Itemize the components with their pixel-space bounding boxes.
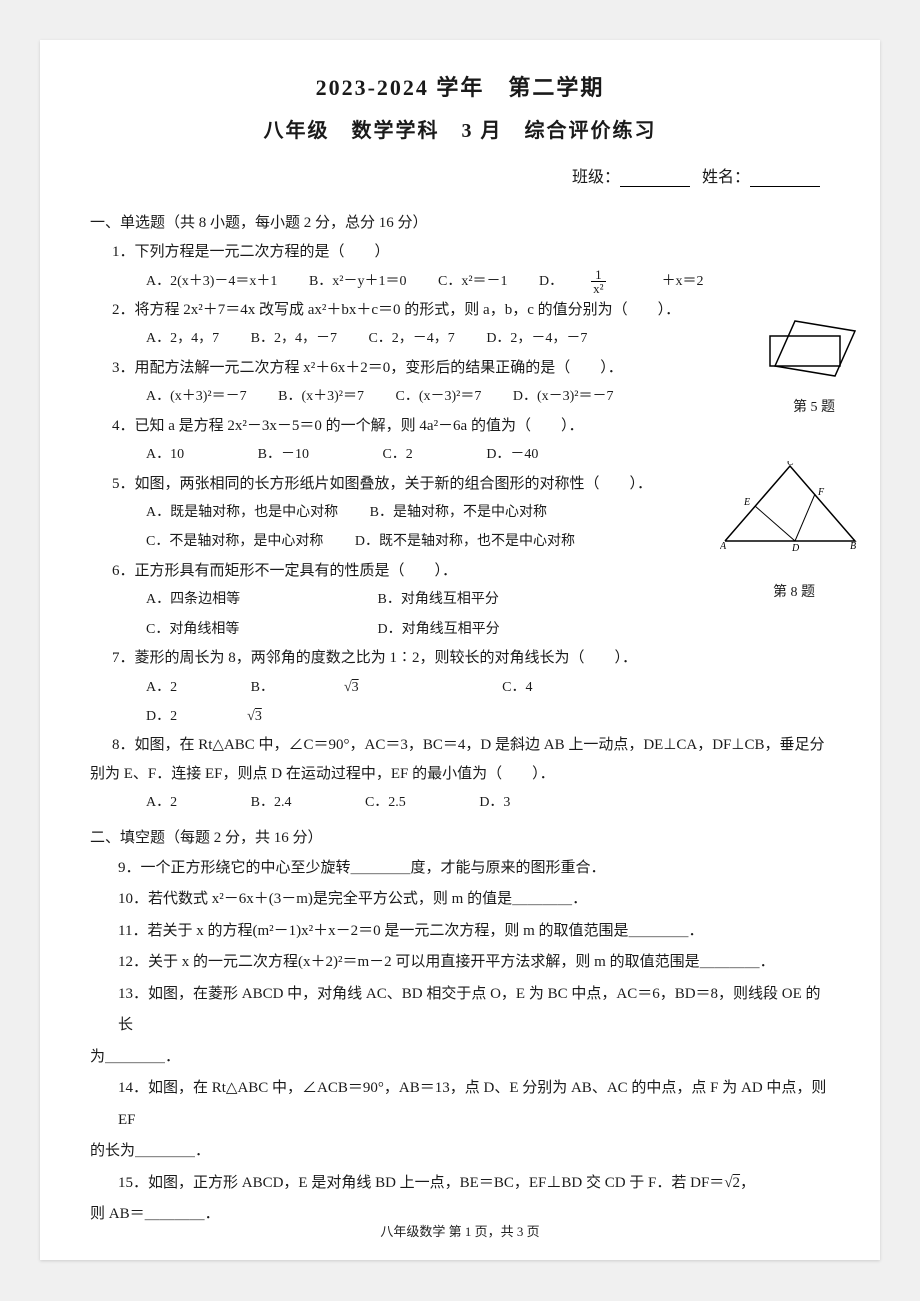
q8-text-2: 别为 E、F．连接 EF，则点 D 在运动过程中，EF 的最小值为（ ）． [90, 760, 830, 789]
q8-text-1: 8．如图，在 Rt△ABC 中，∠C＝90°，AC＝3，BC＝4，D 是斜边 A… [118, 731, 830, 760]
q14-2: 的长为＿＿＿＿． [90, 1136, 830, 1168]
name-label: 姓名： [702, 169, 750, 186]
q5-optB: B．是轴对称，不是中心对称 [370, 505, 547, 520]
q7-optA: A．2 [146, 680, 177, 695]
svg-text:E: E [743, 497, 750, 508]
q3-options: A．(x＋3)²＝－7 B．(x＋3)²＝7 C．(x－3)²＝7 D．(x－3… [146, 382, 830, 411]
q2-text: 2．将方程 2x²＋7＝4x 改写成 ax²＋bx＋c＝0 的形式，则 a，b，… [118, 296, 830, 325]
figure-q8: A B C D E F [720, 461, 860, 551]
q1-optD: D．1x²＋x＝2 [539, 274, 732, 289]
name-blank [750, 171, 820, 187]
content-area: 第 5 题 A B C D E F 第 8 题 一、单选题（共 8 小题，每小题… [90, 211, 830, 1231]
q3-optB: B．(x＋3)²＝7 [278, 389, 364, 404]
q6-optA: A．四条边相等 [146, 585, 346, 614]
q9: 9．一个正方形绕它的中心至少旋转＿＿＿＿度，才能与原来的图形重合． [118, 853, 830, 885]
q4-optC: C．2 [382, 447, 412, 462]
q13-1: 13．如图，在菱形 ABCD 中，对角线 AC、BD 相交于点 O，E 为 BC… [118, 979, 830, 1042]
q3-text: 3．用配方法解一元二次方程 x²＋6x＋2＝0，变形后的结果正确的是（ ）． [118, 354, 830, 383]
q15-1: 15．如图，正方形 ABCD，E 是对角线 BD 上一点，BE＝BC，EF⊥BD… [118, 1168, 830, 1200]
q1-optC: C．x²＝－1 [438, 274, 508, 289]
q3-optD: D．(x－3)²＝－7 [513, 389, 614, 404]
q2-options: A．2，4，7 B．2，4，－7 C．2，－4，7 D．2，－4，－7 [146, 324, 830, 353]
figure-q5 [760, 316, 860, 386]
q6-optD: D．对角线互相平分 [378, 622, 500, 637]
q1-options: A．2(x＋3)－4＝x＋1 B．x²－y＋1＝0 C．x²＝－1 D．1x²＋… [146, 267, 830, 296]
q7-optD: D．2√3 [146, 709, 332, 724]
q7-optB: B．√3 [251, 680, 429, 695]
q3-optC: C．(x－3)²＝7 [396, 389, 482, 404]
q6-optC: C．对角线相等 [146, 615, 346, 644]
page-footer: 八年级数学 第 1 页，共 3 页 [40, 1221, 880, 1240]
q7-options: A．2 B．√3 C．4 D．2√3 [146, 673, 830, 732]
class-blank [620, 171, 690, 187]
svg-text:A: A [720, 541, 727, 551]
figure-q8-label: 第 8 题 [773, 581, 815, 601]
q4-optB: B．－10 [258, 447, 309, 462]
svg-text:F: F [817, 487, 825, 498]
q10: 10．若代数式 x²－6x＋(3－m)是完全平方公式，则 m 的值是＿＿＿＿． [118, 884, 830, 916]
title-main: 2023-2024 学年 第二学期 [90, 70, 830, 102]
q5-optA: A．既是轴对称，也是中心对称 [146, 505, 338, 520]
q1-optB: B．x²－y＋1＝0 [309, 274, 407, 289]
title-sub: 八年级 数学学科 3 月 综合评价练习 [90, 114, 830, 143]
section2-header: 二、填空题（每题 2 分，共 16 分） [90, 826, 830, 847]
q8-optC: C．2.5 [365, 795, 406, 810]
q1-text: 1．下列方程是一元二次方程的是（ ） [118, 238, 830, 267]
q2-optC: C．2，－4，7 [368, 331, 454, 346]
q5-optC: C．不是轴对称，是中心对称 [146, 534, 323, 549]
q8-optA: A．2 [146, 795, 177, 810]
q14-1: 14．如图，在 Rt△ABC 中，∠ACB＝90°，AB＝13，点 D、E 分别… [118, 1073, 830, 1136]
q5-optD: D．既不是轴对称，也不是中心对称 [355, 534, 575, 549]
q7-optC: C．4 [502, 680, 532, 695]
q2-optB: B．2，4，－7 [251, 331, 337, 346]
q6-optB: B．对角线互相平分 [378, 592, 499, 607]
q4-optD: D．－40 [486, 447, 538, 462]
figure-q5-label: 第 5 题 [793, 396, 835, 416]
q12: 12．关于 x 的一元二次方程(x＋2)²＝m－2 可以用直接开平方法求解，则 … [118, 947, 830, 979]
q3-optA: A．(x＋3)²＝－7 [146, 389, 247, 404]
q8-optB: B．2.4 [251, 795, 292, 810]
q2-optA: A．2，4，7 [146, 331, 219, 346]
exam-page: 2023-2024 学年 第二学期 八年级 数学学科 3 月 综合评价练习 班级… [40, 40, 880, 1260]
q4-optA: A．10 [146, 447, 184, 462]
svg-text:D: D [791, 543, 800, 551]
q7-text: 7．菱形的周长为 8，两邻角的度数之比为 1∶2，则较长的对角线长为（ ）． [118, 644, 830, 673]
q6-text: 6．正方形具有而矩形不一定具有的性质是（ ）． [118, 557, 830, 586]
svg-text:B: B [850, 541, 856, 551]
section1-header: 一、单选题（共 8 小题，每小题 2 分，总分 16 分） [90, 211, 830, 232]
svg-text:C: C [787, 461, 794, 468]
class-label: 班级： [572, 169, 620, 186]
name-line: 班级： 姓名： [90, 163, 830, 187]
q1-optA: A．2(x＋3)－4＝x＋1 [146, 274, 277, 289]
q8-optD: D．3 [479, 795, 510, 810]
q8-options: A．2 B．2.4 C．2.5 D．3 [146, 788, 830, 817]
q13-2: 为＿＿＿＿． [90, 1042, 830, 1074]
q4-text: 4．已知 a 是方程 2x²－3x－5＝0 的一个解，则 4a²－6a 的值为（… [118, 412, 830, 441]
q2-optD: D．2，－4，－7 [486, 331, 587, 346]
q6-options: A．四条边相等 B．对角线互相平分 C．对角线相等 D．对角线互相平分 [146, 585, 830, 644]
q11: 11．若关于 x 的方程(m²－1)x²＋x－2＝0 是一元二次方程，则 m 的… [118, 916, 830, 948]
